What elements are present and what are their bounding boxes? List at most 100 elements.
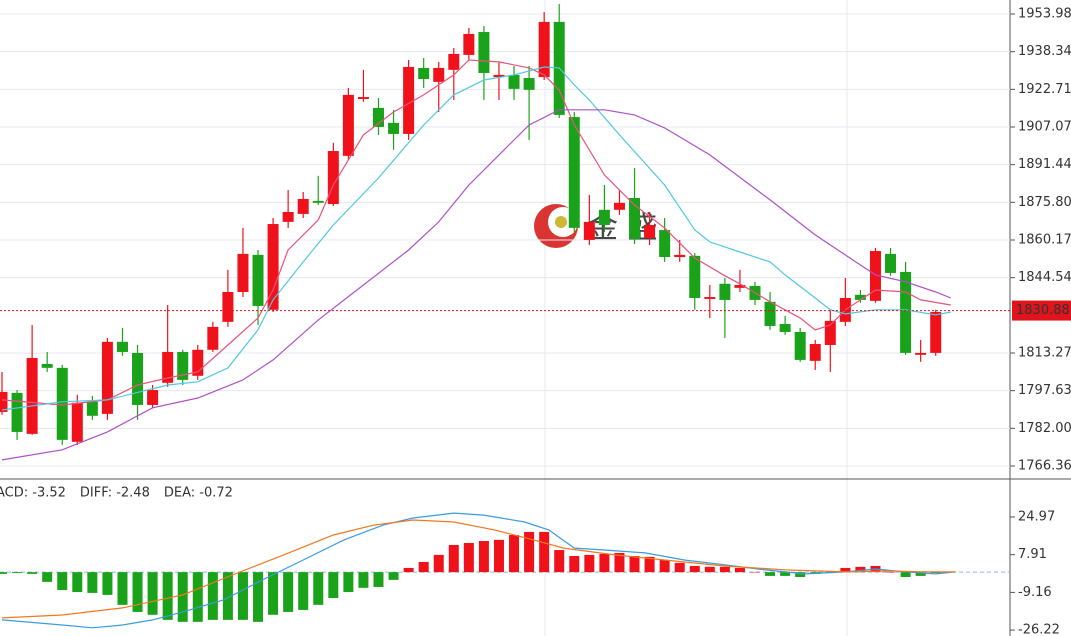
- histogram-bar: [403, 567, 414, 573]
- histogram-bar: [659, 559, 670, 573]
- histogram-bar: [298, 572, 309, 610]
- candle-body: [86, 401, 98, 416]
- candle-body: [915, 352, 927, 355]
- histogram-bar: [584, 554, 595, 573]
- histogram-bar: [478, 540, 489, 573]
- histogram-bar: [629, 556, 640, 573]
- histogram-bar: [207, 572, 218, 620]
- candle-body: [854, 294, 866, 300]
- candle-body: [629, 198, 641, 239]
- y-tick-label: 24.97: [1018, 509, 1055, 524]
- candle-body: [448, 53, 460, 70]
- histogram-bar: [719, 566, 730, 573]
- candle-body: [388, 122, 400, 134]
- candle-body: [463, 33, 475, 55]
- candle-body: [41, 363, 53, 368]
- y-tick-label: 1891.44: [1018, 157, 1071, 172]
- y-tick-label: 1922.71: [1018, 82, 1071, 97]
- histogram-bar: [734, 567, 745, 573]
- y-tick-label: -9.16: [1018, 585, 1052, 600]
- legend-entry: ACD: -3.52: [0, 486, 66, 501]
- candle-body: [342, 94, 354, 156]
- histogram-bar: [283, 572, 294, 612]
- y-tick-label: 1782.00: [1018, 421, 1071, 436]
- histogram-bar: [463, 542, 474, 573]
- candle-body: [508, 74, 520, 89]
- candle-body: [116, 341, 128, 352]
- candle-body: [418, 67, 430, 79]
- histogram-bar: [509, 535, 520, 573]
- histogram-bar: [433, 554, 444, 573]
- histogram-bar: [222, 572, 233, 620]
- candle-body: [794, 331, 806, 360]
- histogram-bar: [448, 544, 459, 573]
- histogram-bar: [569, 556, 580, 573]
- candle-body: [433, 67, 445, 82]
- candle-body: [207, 326, 219, 350]
- candle-body: [719, 283, 731, 300]
- candle-body: [327, 151, 339, 205]
- y-tick-label: 1938.34: [1018, 44, 1071, 59]
- candle-body: [538, 21, 550, 78]
- candle-body: [613, 202, 625, 210]
- histogram-bar: [72, 572, 83, 593]
- line: [1, 59, 951, 406]
- histogram-bar: [117, 572, 128, 605]
- y-tick-label: 1907.07: [1018, 120, 1071, 135]
- y-tick-label: 1953.98: [1018, 6, 1071, 21]
- candle-body: [689, 255, 701, 298]
- candle-body: [177, 351, 189, 380]
- y-tick-label: 1766.36: [1018, 459, 1071, 474]
- candle-body: [885, 253, 897, 273]
- last-price-box: [1012, 300, 1071, 321]
- logo: [555, 216, 567, 228]
- histogram-bar: [524, 531, 535, 573]
- histogram-bar: [915, 572, 926, 576]
- y-tick-label: 1813.27: [1018, 345, 1071, 360]
- histogram-bar: [885, 571, 896, 573]
- histogram-bar: [599, 554, 610, 573]
- candle-body: [101, 341, 113, 414]
- histogram-bar: [253, 572, 264, 622]
- candle-body: [147, 390, 159, 405]
- histogram-bar: [554, 550, 565, 573]
- candle-body: [312, 200, 324, 203]
- candle-body: [523, 78, 535, 90]
- candle-body: [900, 271, 912, 353]
- candle-body: [704, 297, 716, 299]
- candle-body: [267, 224, 279, 310]
- candle-body: [568, 117, 580, 228]
- histogram-bar: [237, 572, 248, 620]
- histogram-bar: [704, 566, 715, 573]
- candle-body: [357, 97, 369, 99]
- candle-body: [192, 349, 204, 376]
- histogram-bar: [87, 572, 98, 593]
- line: [1, 66, 951, 411]
- candle-body: [222, 291, 234, 322]
- histogram-bar: [177, 572, 188, 622]
- histogram-bar: [373, 572, 384, 587]
- y-tick-label: 1860.17: [1018, 232, 1071, 247]
- candle-body: [869, 251, 881, 301]
- candle-body: [282, 211, 294, 222]
- histogram-bar: [765, 572, 776, 576]
- y-tick-label: 1875.80: [1018, 195, 1071, 210]
- candle-body: [373, 107, 384, 127]
- histogram-bar: [674, 562, 685, 573]
- histogram-bar: [102, 572, 113, 595]
- histogram-bar: [855, 566, 866, 573]
- candle-body: [132, 352, 144, 405]
- histogram-bar: [147, 572, 158, 615]
- candle-body: [11, 392, 23, 432]
- histogram-bar: [418, 561, 429, 573]
- line: [1, 512, 956, 629]
- histogram-bar: [795, 572, 806, 578]
- candle-body: [403, 66, 415, 134]
- histogram-bar: [780, 572, 791, 576]
- legend-entry: DIFF: -2.48: [80, 486, 150, 501]
- candle-body: [764, 301, 776, 326]
- y-tick-label: 1844.54: [1018, 270, 1071, 285]
- histogram-bar: [192, 572, 203, 622]
- candle-body: [252, 254, 264, 306]
- candle-body: [659, 230, 671, 258]
